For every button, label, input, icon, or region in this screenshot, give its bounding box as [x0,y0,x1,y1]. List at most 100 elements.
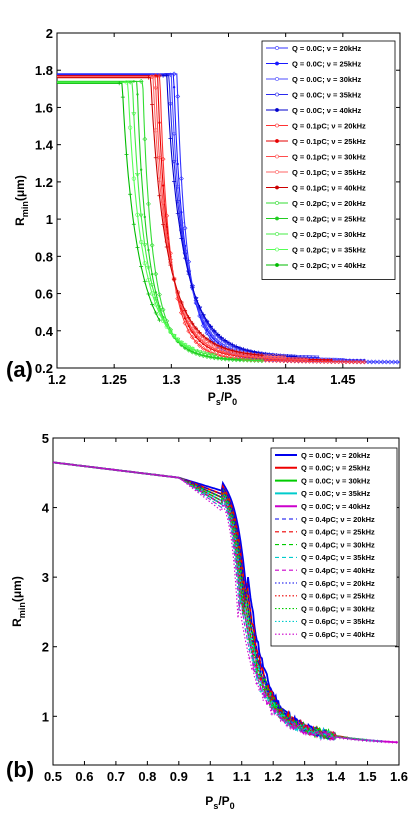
series-marker-a-10 [153,271,159,277]
x-tick-label-a: 1.25 [102,372,127,387]
series-marker-b-13 [247,647,251,651]
legend-entry-a: Q = 0.2pC; ν = 30kHz [292,230,366,239]
series-marker-a-9 [208,339,213,344]
series-marker-a-4 [230,342,235,347]
series-marker-a-7 [233,353,239,358]
series-marker-b-10 [247,615,251,619]
series-marker-a-14 [117,81,122,86]
series-marker-b-12 [247,638,251,642]
series-marker-a-7 [277,356,283,362]
legend-marker-a [275,247,279,252]
legend-entry-a: Q = 0.1pC; ν = 40kHz [292,183,366,192]
series-marker-a-13 [150,291,155,296]
series-marker-a-12 [208,352,214,358]
series-marker-a-5 [244,356,250,362]
series-marker-a-13 [186,344,191,350]
series-marker-a-5 [303,358,309,364]
series-marker-a-6 [319,358,322,361]
y-tick-label-a: 1.8 [35,63,53,78]
series-marker-a-7 [193,332,199,337]
series-marker-b-14 [372,739,376,743]
series-marker-a-7 [292,357,298,362]
legend-entry-a: Q = 0.1pC; ν = 25kHz [292,137,366,146]
x-tick-label-b: 0.5 [44,769,62,784]
series-marker-a-11 [231,358,234,361]
series-marker-b-13 [270,705,274,709]
series-marker-a-14 [157,318,162,323]
series-marker-a-0 [394,359,400,365]
series-marker-a-6 [330,358,333,362]
series-marker-a-11 [198,353,201,356]
legend-entry-b: Q = 0.4pC; ν = 20kHz [301,515,375,524]
series-marker-a-4 [208,324,213,329]
series-marker-a-9 [161,222,166,227]
series-marker-a-9 [241,350,246,355]
series-marker-a-11 [220,357,223,360]
series-marker-a-1 [172,86,176,89]
series-marker-a-4 [201,312,206,317]
legend-marker-a [275,139,279,143]
series-marker-b-12 [304,729,308,733]
series-marker-a-10 [146,201,151,207]
x-tick-label-b: 1.1 [233,769,251,784]
series-marker-a-11 [139,168,143,171]
series-marker-a-10 [149,242,155,248]
series-marker-a-9 [234,349,239,354]
series-marker-a-0 [175,94,181,99]
series-marker-b-14 [323,730,327,734]
series-marker-a-11 [227,357,231,361]
y-tick-label-b: 1 [42,709,49,724]
series-marker-a-7 [189,327,195,332]
series-marker-b-14 [308,732,312,736]
series-marker-a-6 [194,335,198,339]
y-tick-label-a: 1.2 [35,175,53,190]
series-marker-a-9 [164,245,169,250]
series-marker-a-11 [216,356,220,360]
legend-entry-a: Q = 0.0C; ν = 30kHz [292,75,361,84]
series-marker-a-3 [299,355,305,360]
series-marker-a-5 [248,357,254,363]
legend-marker-a [275,77,279,81]
series-marker-b-14 [311,733,315,737]
chart-panel-b: 0.5 0.6 0.7 0.8 0.9 1 1.1 1.2 1.3 1.4 1.5 1.6 1 2 3 4 5 P… [6,431,408,811]
panel-label-a: (a) [6,357,33,382]
series-marker-a-6 [322,358,326,361]
legend-marker-a [275,263,279,267]
series-marker-a-2 [167,73,173,78]
legend-a [261,40,396,280]
series-marker-a-0 [376,359,382,365]
series-marker-b-12 [255,670,259,674]
series-marker-a-5 [325,359,331,365]
legend-entry-a: Q = 0.2pC; ν = 20kHz [292,199,366,208]
legend-entry-b: Q = 0.0C; ν = 25kHz [301,464,370,473]
series-marker-a-4 [175,211,180,216]
series-marker-a-5 [186,328,192,334]
legend-entry-b: Q = 0.4pC; ν = 40kHz [301,566,375,575]
series-marker-b-14 [394,740,398,744]
series-marker-a-7 [299,357,305,362]
series-marker-a-6 [158,121,161,124]
series-marker-a-4 [172,179,177,184]
series-marker-b-14 [338,736,342,740]
series-marker-a-5 [157,73,162,79]
series-marker-a-4 [234,344,239,349]
series-marker-b-14 [266,700,270,704]
series-marker-a-5 [292,358,298,364]
series-marker-a-4 [212,328,217,333]
series-marker-a-4 [226,340,231,345]
series-marker-b-13 [251,659,255,663]
series-marker-b-11 [247,627,251,631]
series-marker-a-0 [369,359,375,365]
series-marker-b-13 [255,676,259,680]
series-marker-a-5 [288,358,294,364]
series-marker-a-5 [358,359,364,365]
series-marker-a-3 [295,355,302,360]
series-marker-a-13 [131,176,136,181]
series-marker-b-14 [270,712,274,716]
x-tick-label-a: 1.2 [48,372,66,387]
series-marker-a-5 [354,359,360,365]
series-marker-b-14 [274,709,278,713]
series-marker-a-5 [259,357,265,363]
x-tick-label-b: 0.7 [107,769,125,784]
series-marker-a-10 [157,292,162,298]
